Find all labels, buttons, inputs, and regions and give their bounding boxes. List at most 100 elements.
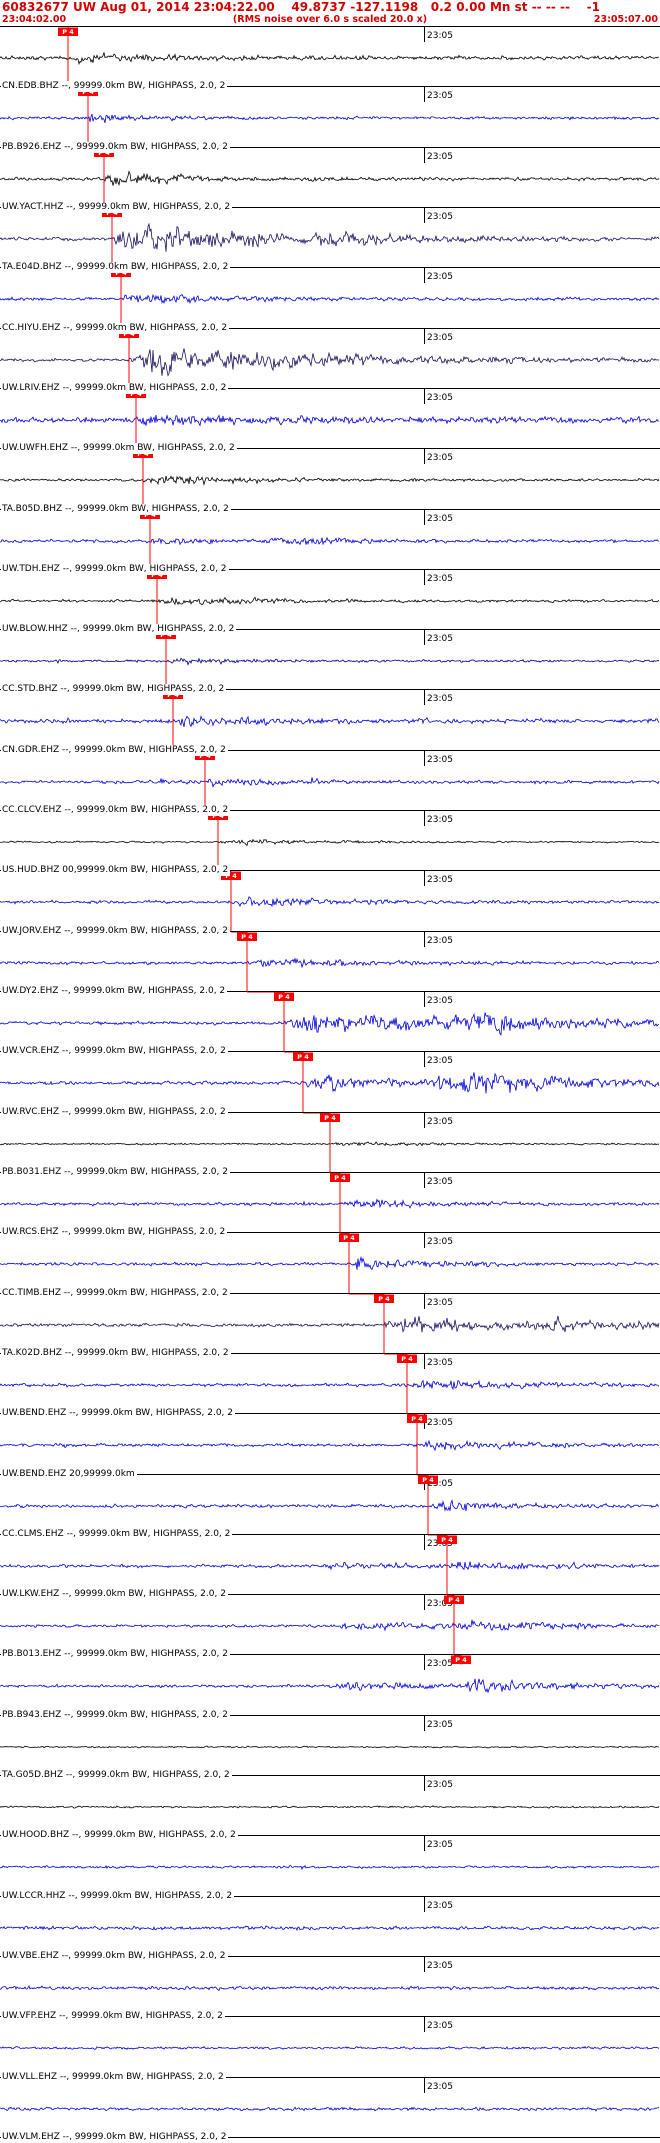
pick-flag[interactable]: P 4 <box>221 871 241 881</box>
pick-flag-box[interactable] <box>407 1414 427 1424</box>
minute-tick-label: 23:05 <box>427 1840 453 1851</box>
waveform-trace <box>0 222 660 252</box>
pick-flag[interactable]: P 4 <box>330 1173 350 1182</box>
pick-flag[interactable]: P 4 <box>437 1535 457 1544</box>
pick-flag[interactable]: P 4 <box>374 1294 394 1303</box>
waveform-panel[interactable]: P 4 <box>0 1595 660 1656</box>
station-label: TA.B05D.BHZ --, 99999.0km BW, HIGHPASS, … <box>1 503 231 515</box>
pick-flag-label: P 4 <box>115 269 127 277</box>
pick-flag-box[interactable] <box>437 1535 457 1544</box>
pick-flag-box[interactable] <box>339 1233 359 1243</box>
waveform-panel[interactable]: P 4 <box>0 1172 660 1233</box>
pick-flag[interactable]: P 4 <box>418 1475 438 1484</box>
waveform-panel[interactable]: P 4 <box>0 87 660 148</box>
waveform-panel[interactable]: P 4 <box>0 1052 660 1113</box>
waveform-trace <box>0 1805 660 1809</box>
minute-tick-label: 23:05 <box>427 1900 453 1911</box>
pick-flag[interactable]: P 4 <box>237 932 257 941</box>
station-label: UW.BEND.EHZ 20,99999.0km <box>1 1468 137 1480</box>
waveform-panel[interactable]: P 4 <box>0 690 660 751</box>
pick-moveout-line <box>340 1233 350 1294</box>
trace-row: 23:05 P 4 CN.EDB.BHZ --, 99999.0km BW, H… <box>0 27 660 93</box>
waveform-panel[interactable]: P 4 <box>0 630 660 691</box>
waveform-panel[interactable] <box>0 2017 660 2077</box>
waveform-panel[interactable]: P 4 <box>0 268 660 329</box>
waveform-trace <box>0 347 660 377</box>
pick-flag-box[interactable] <box>397 1354 417 1363</box>
pick-flag[interactable]: P 4 <box>444 1595 464 1605</box>
pick-flag-label: P 4 <box>212 812 224 820</box>
waveform-panel[interactable]: P 4 <box>0 1534 660 1595</box>
waveform-panel[interactable] <box>0 2078 660 2138</box>
pick-flag-box[interactable] <box>451 1655 471 1665</box>
pick-flag[interactable]: P 4 <box>320 1113 340 1122</box>
waveform-panel[interactable]: P 4 <box>0 1655 660 1715</box>
pick-flag-box[interactable] <box>320 1113 340 1122</box>
minute-tick-label: 23:05 <box>427 1357 453 1368</box>
waveform-panel[interactable] <box>0 1957 660 2017</box>
waveform-panel[interactable]: P 4 <box>0 750 660 811</box>
minute-tick-label: 23:05 <box>427 1297 453 1308</box>
waveform-panel[interactable]: P 4 <box>0 1414 660 1475</box>
pick-flag-label: P 4 <box>411 1415 423 1423</box>
minute-tick-mark <box>424 1957 425 1972</box>
waveform-panel[interactable] <box>0 1716 660 1776</box>
trace-row: 23:05 TA.G05D.BHZ --, 99999.0km BW, HIGH… <box>0 1715 660 1782</box>
waveform-panel[interactable] <box>0 1776 660 1836</box>
station-label: UW.LKW.EHZ --, 99999.0km BW, HIGHPASS, 2… <box>1 1589 228 1601</box>
waveform-panel[interactable] <box>0 1897 660 1957</box>
minute-tick-label: 23:05 <box>427 634 453 645</box>
pick-flag-box[interactable] <box>237 932 257 941</box>
pick-flag-box[interactable] <box>274 992 294 1002</box>
pick-flag[interactable]: P 4 <box>274 992 294 1002</box>
waveform-panel[interactable]: P 4 <box>0 328 660 389</box>
pick-flag-box[interactable] <box>221 871 241 881</box>
waveform-panel[interactable]: P 4 <box>0 207 660 268</box>
pick-flag[interactable]: P 4 <box>451 1655 471 1665</box>
waveform-panel[interactable]: P 4 <box>0 811 660 872</box>
waveform-panel[interactable]: P 4 <box>0 449 660 510</box>
minute-tick-mark <box>424 27 425 42</box>
waveform-panel[interactable]: P 4 <box>0 1112 660 1173</box>
trace-row: 23:05 UW.VFP.EHZ --, 99999.0km BW, HIGHP… <box>0 1957 660 2023</box>
window-end-time: 23:05:07.00 <box>593 14 658 25</box>
trace-row: 23:05 P 4 CC.TIMB.EHZ --, 99999.0km BW, … <box>0 1233 660 1299</box>
pick-flag[interactable]: P 4 <box>407 1414 427 1424</box>
minute-tick-mark <box>424 2017 425 2033</box>
minute-tick-mark <box>424 87 425 103</box>
pick-flag-box[interactable] <box>444 1595 464 1605</box>
minute-tick-label: 23:05 <box>427 1599 453 1610</box>
pick-flag[interactable]: P 4 <box>339 1233 359 1243</box>
waveform-panel[interactable]: P 4 <box>0 569 660 630</box>
waveform-panel[interactable]: P 4 <box>0 1474 660 1535</box>
rms-scaling-note: (RMS noise over 6.0 s scaled 20.0 x) <box>232 14 428 25</box>
waveform-panel[interactable]: P 4 <box>0 871 660 932</box>
waveform-panel[interactable]: P 4 <box>0 1233 660 1294</box>
pick-flag-box[interactable] <box>293 1052 313 1062</box>
header: 60832677 UW Aug 01, 2014 23:04:22.00 49.… <box>0 0 660 27</box>
minute-tick-mark <box>424 871 425 887</box>
minute-tick-label: 23:05 <box>427 272 453 283</box>
pick-flag[interactable]: P 4 <box>293 1052 313 1062</box>
waveform-panel[interactable] <box>0 1836 660 1896</box>
waveform-panel[interactable]: P 4 <box>0 27 660 87</box>
station-label: UW.VFP.EHZ --, 99999.0km BW, HIGHPASS, 2… <box>1 2011 225 2023</box>
waveform-panel[interactable]: P 4 <box>0 931 660 992</box>
pick-flag[interactable]: P 4 <box>397 1354 417 1363</box>
pick-flag-box[interactable] <box>418 1475 438 1484</box>
pick-flag-box[interactable] <box>58 27 78 37</box>
waveform-panel[interactable]: P 4 <box>0 992 660 1052</box>
waveform-panel[interactable]: P 4 <box>0 147 660 208</box>
station-label: US.HUD.BHZ 00,99999.0km BW, HIGHPASS, 2.… <box>1 865 231 877</box>
waveform-trace <box>0 896 660 908</box>
pick-flag-box[interactable] <box>374 1294 394 1303</box>
pick-moveout-line <box>121 328 130 389</box>
waveform-panel[interactable]: P 4 <box>0 1353 660 1414</box>
pick-flag-label: P 4 <box>123 330 135 338</box>
minute-tick-label: 23:05 <box>427 1176 453 1187</box>
waveform-panel[interactable]: P 4 <box>0 509 660 570</box>
waveform-panel[interactable]: P 4 <box>0 388 660 449</box>
waveform-panel[interactable]: P 4 <box>0 1293 660 1354</box>
pick-flag[interactable]: P 4 <box>58 27 78 37</box>
pick-flag-box[interactable] <box>330 1173 350 1182</box>
